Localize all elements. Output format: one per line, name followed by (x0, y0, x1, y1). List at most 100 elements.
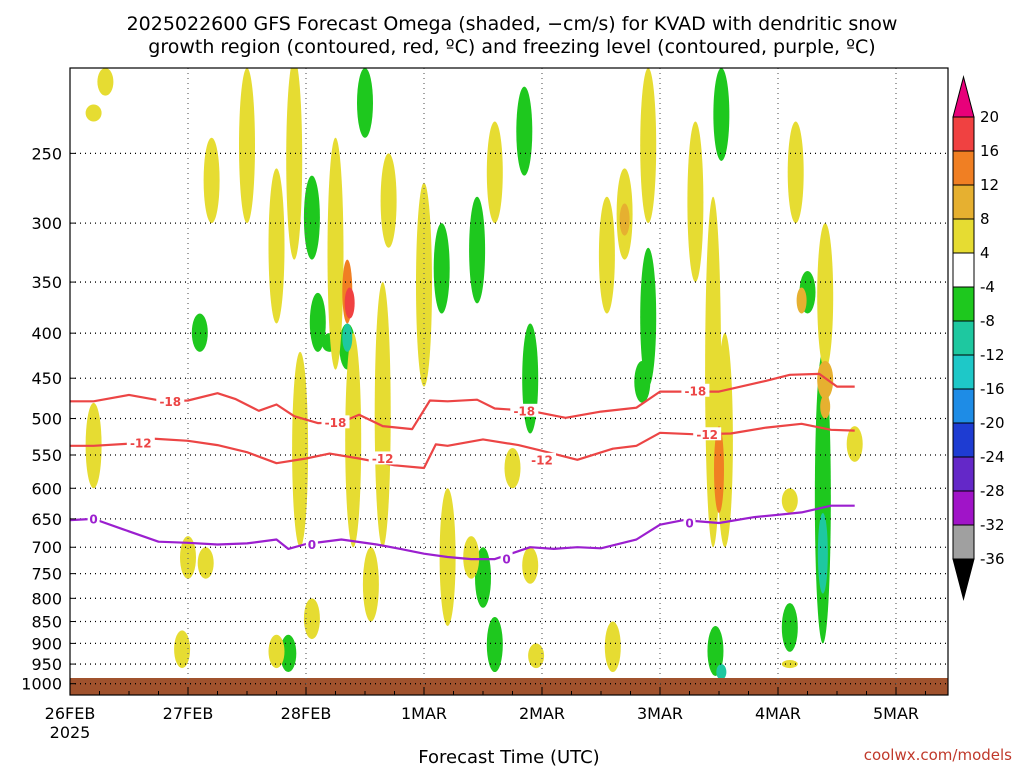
credit-label: coolwx.com/models (864, 746, 1012, 764)
omega-region-negative (713, 68, 730, 161)
colorbar-box (952, 116, 975, 152)
omega-region-negative (433, 223, 450, 314)
contour-label-bg (321, 415, 350, 429)
grid-lines (70, 68, 948, 695)
omega-region-positive (380, 153, 397, 248)
y-axis: 250 300 350 400 450 500 550 600 650 700 750 800 850 9… (21, 144, 76, 694)
omega-region-positive (687, 121, 704, 283)
colorbar-label: -24 (980, 448, 1005, 466)
colorbar-arrow-top (952, 75, 975, 118)
colorbar-box (952, 388, 975, 424)
y-tick-label: 750 (31, 565, 62, 584)
colorbar-box (952, 252, 975, 288)
colorbar-box (952, 286, 975, 322)
omega-region-positive (598, 196, 615, 314)
contour-label-bg (87, 511, 100, 525)
omega-region-positive (817, 223, 834, 370)
contour-label: -12 (372, 452, 394, 466)
x-axis-label: Forecast Time (UTC) (418, 747, 599, 768)
colorbar-label: -12 (980, 346, 1005, 364)
colorbar-box (952, 218, 975, 254)
colorbar-box (952, 456, 975, 492)
colorbar-label: -20 (980, 414, 1005, 432)
contour-line--12 (70, 422, 855, 470)
colorbar-box (952, 320, 975, 356)
omega-region-positive (327, 137, 344, 370)
contour-label: 0 (308, 538, 316, 552)
omega-region-positive (197, 547, 214, 579)
y-tick-label: 450 (31, 369, 62, 388)
omega-region-positive (344, 287, 355, 319)
omega-shading (85, 68, 863, 680)
omega-region-positive (528, 643, 545, 669)
chart-title-line2: growth region (contoured, red, ºC) and f… (148, 36, 875, 58)
y-tick-label: 950 (31, 655, 62, 674)
omega-region-positive (203, 137, 220, 224)
colorbar-box (952, 524, 975, 560)
omega-region-negative (716, 664, 727, 680)
omega-region-negative (469, 196, 486, 304)
omega-region-positive (846, 426, 863, 462)
colorbar-box (952, 150, 975, 186)
omega-region-positive (174, 630, 191, 669)
y-tick-label: 350 (31, 273, 62, 292)
contour-label: 0 (685, 516, 693, 530)
contour-label: -12 (696, 428, 718, 442)
contour-label: -18 (159, 395, 181, 409)
x-tick-label: 3MAR (637, 704, 683, 723)
omega-region-positive (781, 660, 798, 669)
contour-labels: -18 -18 -18 -18 -12 -12 -12 -12 0 0 0 0 (87, 383, 722, 567)
x-tick-label: 26FEB (45, 704, 96, 723)
y-tick-label: 650 (31, 510, 62, 529)
omega-region-negative (475, 547, 491, 608)
contour-label-bg (510, 403, 539, 417)
contour-label-bg (156, 394, 185, 408)
colorbar-label: 4 (980, 244, 990, 262)
omega-region-positive (286, 68, 303, 260)
omega-region-positive (85, 104, 102, 122)
omega-region-negative (817, 512, 828, 594)
colorbar-arrow-bottom (952, 558, 975, 601)
contour-label-bg (126, 435, 155, 449)
colorbar-box (952, 354, 975, 390)
colorbar-label: -36 (980, 550, 1005, 568)
contour-label-bg (681, 383, 710, 397)
y-tick-label: 600 (31, 479, 62, 498)
omega-region-negative (357, 68, 373, 138)
x-tick-label: 28FEB (281, 704, 332, 723)
contour-label-bg (693, 427, 722, 441)
colorbar-label: -8 (980, 312, 995, 330)
omega-region-positive (522, 547, 539, 584)
colorbar-label: -32 (980, 516, 1005, 534)
omega-region-positive (97, 68, 114, 96)
omega-region-positive (619, 203, 630, 236)
contour-label: -18 (325, 416, 347, 430)
omega-region-positive (268, 168, 285, 324)
chart-title-line1: 2025022600 GFS Forecast Omega (shaded, −… (127, 13, 898, 35)
contour-label-bg (368, 451, 397, 465)
omega-region-negative (342, 323, 353, 352)
contour-label: -12 (531, 453, 553, 467)
omega-region-positive (486, 121, 503, 224)
omega-region-negative (191, 313, 208, 352)
colorbar-label: 12 (980, 176, 999, 194)
omega-region-positive (292, 351, 309, 548)
x-axis-year: 2025 (50, 723, 91, 742)
omega-region-positive (374, 282, 391, 548)
omega-region-negative (707, 625, 724, 676)
contour-label: 0 (89, 512, 97, 526)
omega-region-positive (787, 121, 804, 224)
contour-label: 0 (502, 553, 510, 567)
colorbar-label: 8 (980, 210, 990, 228)
y-tick-label: 250 (31, 144, 62, 163)
omega-region-positive (604, 621, 621, 673)
omega-region-positive (817, 360, 834, 399)
ground-surface (70, 678, 948, 695)
contour-label-bg (528, 452, 556, 466)
omega-region-positive (362, 547, 379, 622)
y-tick-label: 800 (31, 589, 62, 608)
omega-region-negative (303, 175, 320, 260)
y-tick-label: 850 (31, 613, 62, 632)
contour-label: -18 (685, 384, 707, 398)
y-tick-label: 400 (31, 324, 62, 343)
